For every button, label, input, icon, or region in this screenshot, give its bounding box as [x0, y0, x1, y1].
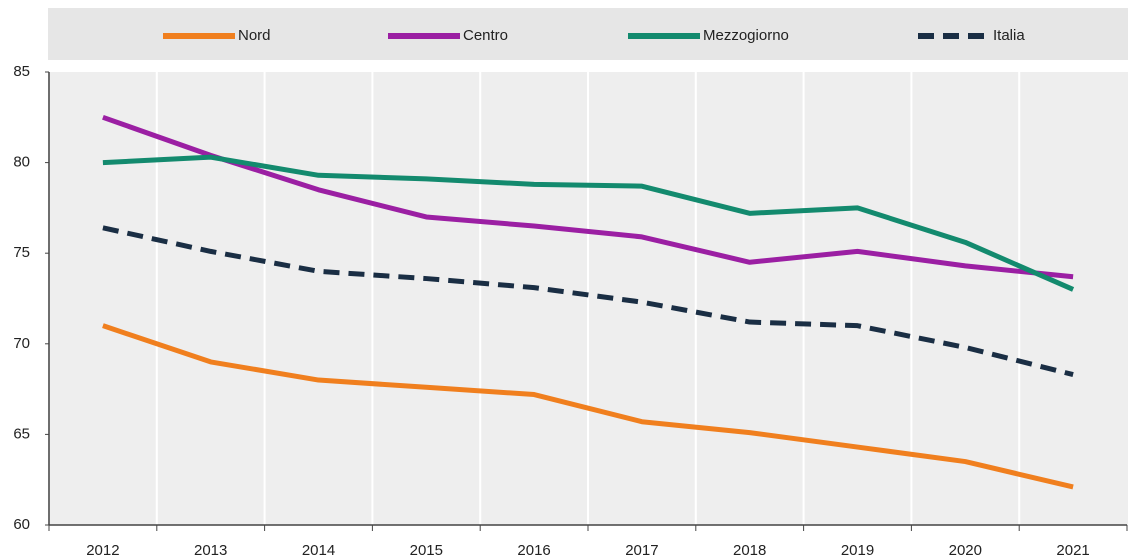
x-tick-label: 2013 [194, 542, 227, 559]
x-tick-label: 2021 [1056, 542, 1089, 559]
legend-label: Centro [463, 27, 508, 44]
y-tick-label: 75 [13, 244, 30, 261]
x-tick-label: 2020 [949, 542, 982, 559]
series-line [102, 225, 1074, 378]
y-tick-label: 70 [13, 335, 30, 352]
legend-label: Mezzogiorno [703, 27, 789, 44]
legend-label: Italia [993, 27, 1025, 44]
x-tick-label: 2014 [302, 542, 335, 559]
legend-label: Nord [238, 27, 271, 44]
x-tick-label: 2012 [86, 542, 119, 559]
x-tick-label: 2017 [625, 542, 658, 559]
series-line [102, 323, 1074, 490]
y-tick-label: 65 [13, 425, 30, 442]
series-line [102, 154, 1075, 292]
y-tick-label: 85 [13, 63, 30, 80]
x-tick-label: 2015 [410, 542, 443, 559]
y-tick-label: 60 [13, 516, 30, 533]
x-tick-label: 2019 [841, 542, 874, 559]
x-tick-label: 2018 [733, 542, 766, 559]
y-tick-label: 80 [13, 154, 30, 171]
series-line [102, 114, 1074, 280]
x-tick-label: 2016 [517, 542, 550, 559]
